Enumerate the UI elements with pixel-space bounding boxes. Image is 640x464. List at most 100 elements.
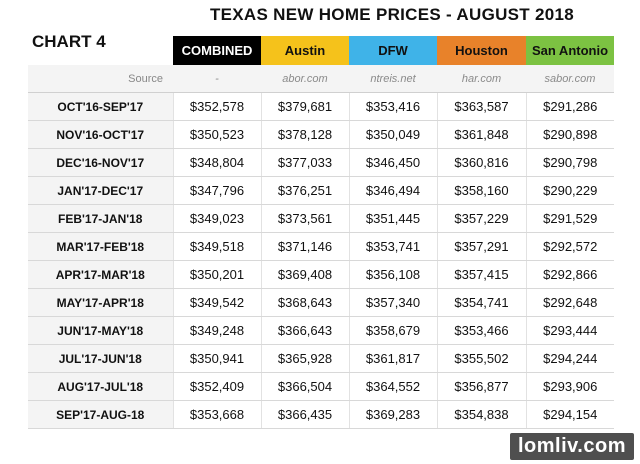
period-label: MAY'17-APR'18	[28, 288, 173, 317]
price-cell: $365,928	[260, 344, 349, 373]
source-cell: abor.com	[261, 65, 349, 93]
source-row: Source - abor.com ntreis.net har.com sabor.c…	[28, 65, 614, 93]
price-cell: $360,816	[436, 148, 526, 177]
column-header: DFW	[349, 36, 437, 65]
table-row: APR'17-MAR'18 $350,201 $369,408 $356,108 $35…	[28, 260, 614, 289]
source-cell: -	[173, 65, 261, 93]
price-cell: $357,340	[348, 288, 437, 317]
table-row: JUN'17-MAY'18 $349,248 $366,643 $358,679 $35…	[28, 316, 614, 345]
price-cell: $373,561	[260, 204, 349, 233]
period-label: DEC'16-NOV'17	[28, 148, 173, 177]
period-label: JUL'17-JUN'18	[28, 344, 173, 373]
price-cell: $369,283	[348, 400, 437, 429]
source-cell: sabor.com	[526, 65, 614, 93]
price-cell: $350,941	[172, 344, 261, 373]
price-cell: $353,741	[348, 232, 437, 261]
table-row: OCT'16-SEP'17 $352,578 $379,681 $353,416 $36…	[28, 92, 614, 121]
price-cell: $354,741	[436, 288, 526, 317]
price-cell: $349,518	[172, 232, 261, 261]
price-cell: $292,866	[525, 260, 614, 289]
price-cell: $290,229	[525, 176, 614, 205]
price-cell: $364,552	[348, 372, 437, 401]
price-cell: $350,523	[172, 120, 261, 149]
source-cell: ntreis.net	[349, 65, 437, 93]
table-row: MAY'17-APR'18 $349,542 $368,643 $357,340 $35…	[28, 288, 614, 317]
price-cell: $357,229	[436, 204, 526, 233]
price-cell: $366,435	[260, 400, 349, 429]
column-header-row: COMBINED Austin DFW Houston San Antonio	[28, 36, 614, 65]
price-cell: $349,542	[172, 288, 261, 317]
price-cell: $357,291	[436, 232, 526, 261]
price-cell: $346,450	[348, 148, 437, 177]
period-label: JUN'17-MAY'18	[28, 316, 173, 345]
price-cell: $294,154	[525, 400, 614, 429]
price-cell: $377,033	[260, 148, 349, 177]
price-cell: $349,023	[172, 204, 261, 233]
price-cell: $351,445	[348, 204, 437, 233]
source-cell: har.com	[437, 65, 526, 93]
period-label: SEP'17-AUG-18	[28, 400, 173, 429]
period-label: AUG'17-JUL'18	[28, 372, 173, 401]
table-row: AUG'17-JUL'18 $352,409 $366,504 $364,552 $35…	[28, 372, 614, 401]
price-cell: $356,108	[348, 260, 437, 289]
price-cell: $352,409	[172, 372, 261, 401]
price-cell: $350,049	[348, 120, 437, 149]
source-label: Source	[28, 65, 173, 93]
price-cell: $358,160	[436, 176, 526, 205]
chart-number-label: CHART 4	[32, 32, 106, 51]
price-cell: $379,681	[260, 92, 349, 121]
column-header: Austin	[261, 36, 349, 65]
price-cell: $355,502	[436, 344, 526, 373]
watermark: lomliv.com	[510, 433, 634, 460]
table-row: FEB'17-JAN'18 $349,023 $373,561 $351,445 $35…	[28, 204, 614, 233]
table-row: DEC'16-NOV'17 $348,804 $377,033 $346,450 $36…	[28, 148, 614, 177]
period-label: APR'17-MAR'18	[28, 260, 173, 289]
column-header: Houston	[437, 36, 526, 65]
price-cell: $361,817	[348, 344, 437, 373]
price-cell: $347,796	[172, 176, 261, 205]
price-cell: $352,578	[172, 92, 261, 121]
period-label: FEB'17-JAN'18	[28, 204, 173, 233]
table-row: JUL'17-JUN'18 $350,941 $365,928 $361,817 $35…	[28, 344, 614, 373]
chart-title: TEXAS NEW HOME PRICES - AUGUST 2018	[209, 5, 575, 24]
price-cell: $353,416	[348, 92, 437, 121]
price-cell: $371,146	[260, 232, 349, 261]
price-cell: $363,587	[436, 92, 526, 121]
header-blank-cell	[28, 36, 173, 65]
table-row: MAR'17-FEB'18 $349,518 $371,146 $353,741 $35…	[28, 232, 614, 261]
table-row: JAN'17-DEC'17 $347,796 $376,251 $346,494 $35…	[28, 176, 614, 205]
price-cell: $346,494	[348, 176, 437, 205]
price-cell: $292,648	[525, 288, 614, 317]
price-cell: $294,244	[525, 344, 614, 373]
price-cell: $378,128	[260, 120, 349, 149]
table-body: OCT'16-SEP'17 $352,578 $379,681 $353,416 $36…	[28, 92, 614, 429]
price-cell: $353,668	[172, 400, 261, 429]
column-header: COMBINED	[173, 36, 261, 65]
price-cell: $292,572	[525, 232, 614, 261]
price-cell: $290,798	[525, 148, 614, 177]
price-cell: $369,408	[260, 260, 349, 289]
price-cell: $366,643	[260, 316, 349, 345]
column-header: San Antonio	[526, 36, 614, 65]
table-row: SEP'17-AUG-18 $353,668 $366,435 $369,283 $35…	[28, 400, 614, 429]
price-table: COMBINED Austin DFW Houston San Antonio Sour…	[28, 36, 614, 429]
price-cell: $376,251	[260, 176, 349, 205]
price-cell: $356,877	[436, 372, 526, 401]
period-label: JAN'17-DEC'17	[28, 176, 173, 205]
price-cell: $357,415	[436, 260, 526, 289]
price-cell: $366,504	[260, 372, 349, 401]
price-cell: $368,643	[260, 288, 349, 317]
price-cell: $348,804	[172, 148, 261, 177]
price-cell: $349,248	[172, 316, 261, 345]
period-label: NOV'16-OCT'17	[28, 120, 173, 149]
price-cell: $350,201	[172, 260, 261, 289]
period-label: OCT'16-SEP'17	[28, 92, 173, 121]
table-row: NOV'16-OCT'17 $350,523 $378,128 $350,049 $36…	[28, 120, 614, 149]
price-cell: $291,529	[525, 204, 614, 233]
price-cell: $293,444	[525, 316, 614, 345]
period-label: MAR'17-FEB'18	[28, 232, 173, 261]
price-cell: $354,838	[436, 400, 526, 429]
price-cell: $290,898	[525, 120, 614, 149]
price-cell: $361,848	[436, 120, 526, 149]
price-cell: $353,466	[436, 316, 526, 345]
